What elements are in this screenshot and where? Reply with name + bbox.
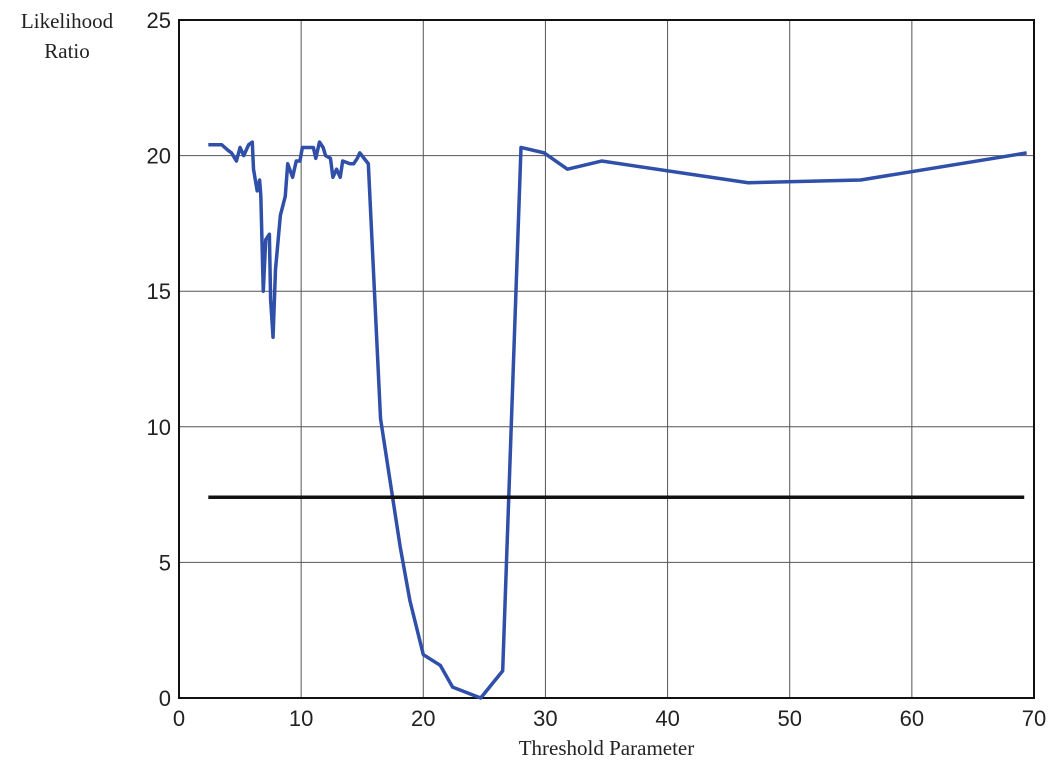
y-tick-label: 0: [159, 686, 171, 711]
y-tick-label: 10: [147, 415, 171, 440]
plot-frame: [178, 19, 1035, 699]
x-tick-label: 50: [777, 706, 801, 731]
x-tick-label: 10: [289, 706, 313, 731]
data-line: [208, 140, 1027, 700]
y-tick-label: 5: [159, 550, 171, 575]
x-tick-label: 30: [533, 706, 557, 731]
x-tick-label: 60: [900, 706, 924, 731]
y-tick-label: 20: [147, 144, 171, 169]
y-tick-label: 25: [147, 8, 171, 33]
x-tick-label: 70: [1022, 706, 1046, 731]
x-tick-label: 40: [655, 706, 679, 731]
x-tick-label: 0: [173, 706, 185, 731]
x-tick-label: 20: [411, 706, 435, 731]
x-axis-label: Threshold Parameter: [518, 736, 695, 760]
y-axis-label: Likelihood Ratio: [20, 9, 114, 63]
y-tick-label: 15: [147, 279, 171, 304]
